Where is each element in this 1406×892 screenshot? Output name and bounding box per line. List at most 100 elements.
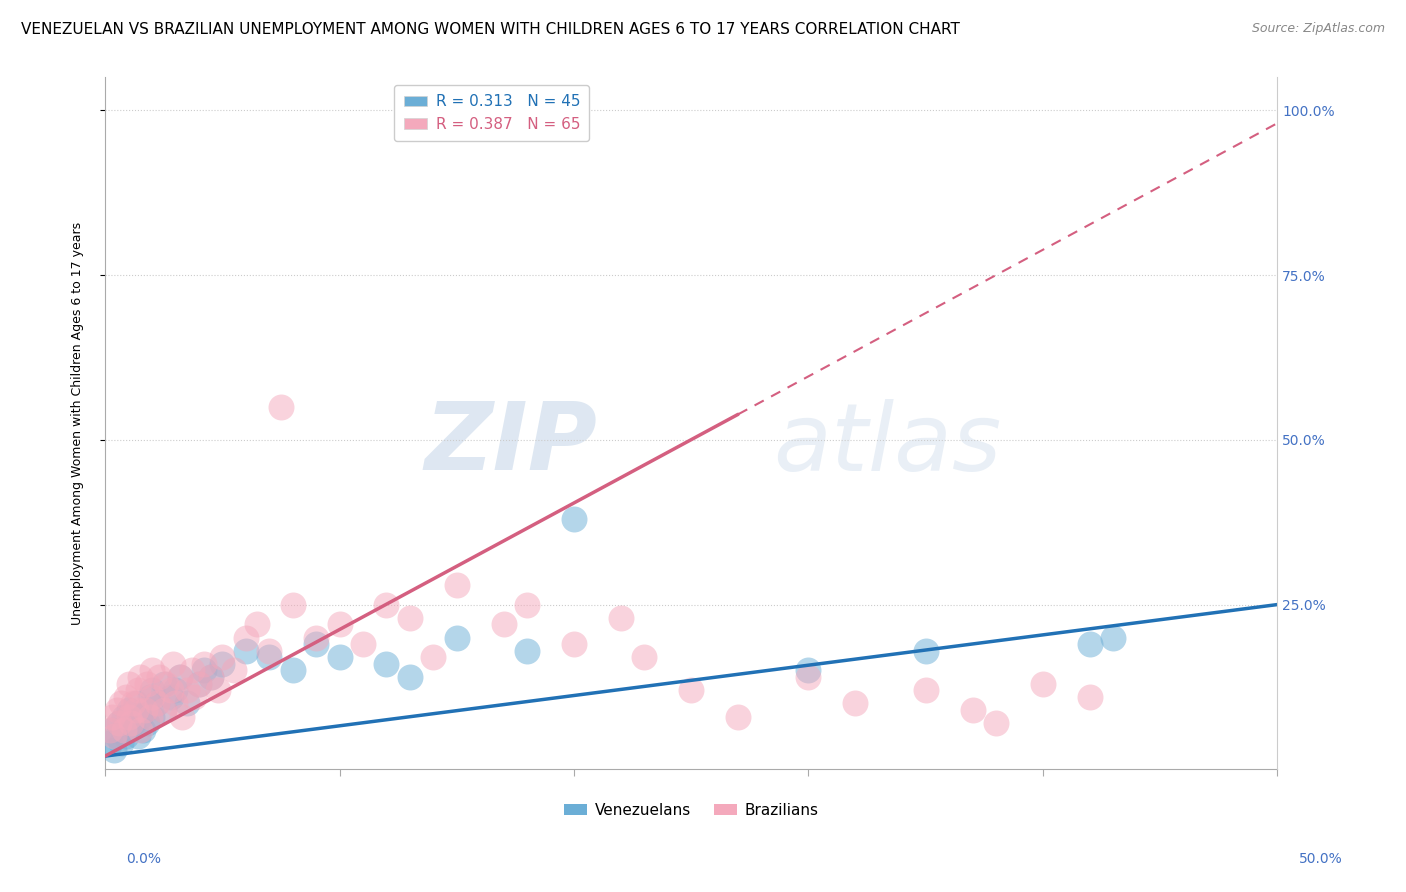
Point [257,643,280,657]
Point [281,664,304,678]
Point [193,664,215,678]
Point [235,631,257,645]
Point [101,709,124,723]
Point [169,670,191,684]
Point [492,617,515,632]
Point [127,683,149,698]
Point [103,742,125,756]
Point [105,703,128,717]
Point [211,650,233,665]
Point [141,709,163,723]
Point [633,650,655,665]
Point [115,690,138,704]
Point [562,637,585,651]
Y-axis label: Unemployment Among Women with Children Ages 6 to 17 years: Unemployment Among Women with Children A… [72,222,84,625]
Point [152,676,174,690]
Point [117,723,139,737]
Point [115,730,138,744]
Point [844,697,866,711]
Point [152,703,174,717]
Point [235,643,257,657]
Point [110,697,132,711]
Point [98,723,121,737]
Point [516,643,538,657]
Point [169,670,191,684]
Point [375,657,398,671]
Point [962,703,984,717]
Point [172,709,194,723]
Point [1078,690,1101,704]
Point [136,716,159,731]
Point [145,697,167,711]
Point [165,683,187,698]
Point [727,709,749,723]
Text: VENEZUELAN VS BRAZILIAN UNEMPLOYMENT AMONG WOMEN WITH CHILDREN AGES 6 TO 17 YEAR: VENEZUELAN VS BRAZILIAN UNEMPLOYMENT AMO… [21,22,960,37]
Point [187,676,209,690]
Point [127,730,149,744]
Point [112,723,135,737]
Point [797,664,820,678]
Point [138,690,160,704]
Point [117,709,139,723]
Point [183,690,205,704]
Point [914,643,936,657]
Point [246,617,269,632]
Point [176,683,198,698]
Point [446,578,468,592]
Point [165,697,187,711]
Point [914,683,936,698]
Point [131,723,153,737]
Point [129,670,152,684]
Point [108,716,131,731]
Point [211,657,233,671]
Point [270,400,292,414]
Point [200,670,222,684]
Point [352,637,374,651]
Point [422,650,444,665]
Point [984,716,1007,731]
Point [797,670,820,684]
Text: ZIP: ZIP [425,398,598,490]
Point [328,650,350,665]
Point [138,709,160,723]
Point [281,598,304,612]
Point [141,690,163,704]
Point [193,657,215,671]
Point [681,683,703,698]
Point [305,631,328,645]
Text: 50.0%: 50.0% [1299,852,1343,866]
Point [105,730,128,744]
Point [98,736,121,750]
Point [398,670,420,684]
Point [129,723,152,737]
Point [134,703,156,717]
Point [117,703,139,717]
Point [200,670,222,684]
Point [112,709,135,723]
Point [222,664,245,678]
Point [375,598,398,612]
Text: Source: ZipAtlas.com: Source: ZipAtlas.com [1251,22,1385,36]
Point [328,617,350,632]
Point [159,683,181,698]
Point [1102,631,1125,645]
Point [162,657,184,671]
Point [129,709,152,723]
Point [155,676,177,690]
Legend: Venezuelans, Brazilians: Venezuelans, Brazilians [558,797,824,824]
Text: atlas: atlas [773,399,1001,490]
Point [145,697,167,711]
Point [610,611,633,625]
Point [136,676,159,690]
Point [446,631,468,645]
Point [180,664,202,678]
Point [110,736,132,750]
Point [562,512,585,526]
Point [516,598,538,612]
Point [187,676,209,690]
Point [207,683,229,698]
Point [103,730,125,744]
Point [134,703,156,717]
Point [305,637,328,651]
Point [117,676,139,690]
